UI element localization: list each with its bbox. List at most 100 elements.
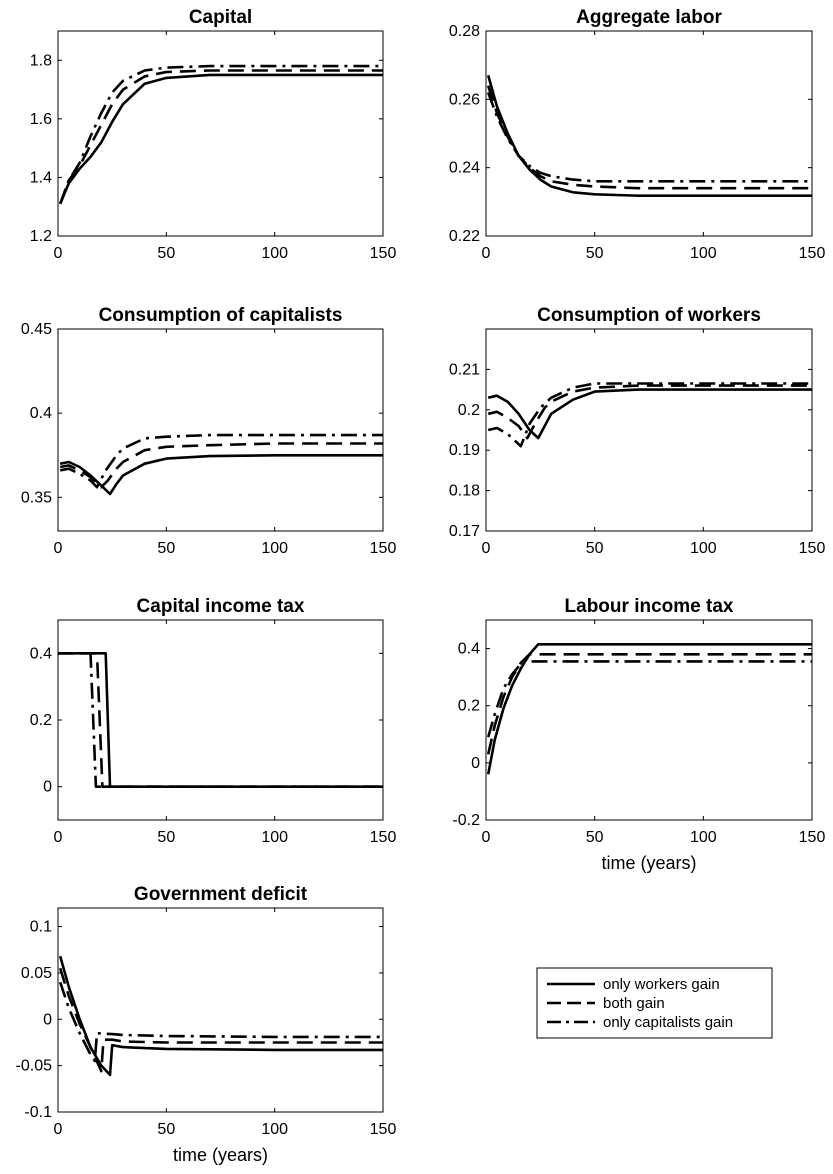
x-tick-label: 150: [799, 829, 826, 846]
y-tick-label: -0.05: [16, 1058, 53, 1075]
series-line-only-capitalists: [59, 433, 383, 489]
x-tick-label: 0: [54, 1121, 63, 1138]
axes-box: [485, 328, 813, 532]
chart-title: Government deficit: [134, 884, 308, 905]
x-tick-label: 100: [690, 245, 717, 262]
legend-label: only workers gain: [603, 976, 720, 993]
axes-box: [57, 907, 384, 1113]
chart-panel-1: Capital 0 50 100 150 1.2 1.4 1.6 1.8: [30, 7, 397, 262]
y-tick-label: 0.19: [449, 442, 480, 459]
x-tick-label: 0: [482, 245, 491, 262]
y-tick-label: 0: [43, 779, 52, 796]
x-tick-label: 100: [261, 829, 288, 846]
y-tick-label: 0.1: [30, 919, 52, 936]
x-tick-label: 150: [370, 540, 397, 557]
x-tick-label: 50: [157, 829, 175, 846]
x-tick-label: 50: [157, 245, 175, 262]
series-line-only-capitalists: [487, 382, 812, 448]
axes-box: [57, 328, 384, 532]
x-axis-label: time (years): [601, 853, 696, 873]
x-tick-label: 150: [799, 540, 826, 557]
y-tick-label: 1.2: [30, 228, 52, 245]
series-line-both: [58, 967, 383, 1073]
series-line-both: [487, 384, 812, 440]
y-tick-label: 0.05: [21, 965, 52, 982]
x-tick-label: 150: [370, 245, 397, 262]
chart-title: Consumption of capitalists: [99, 305, 343, 326]
series-line-only-workers: [486, 75, 812, 197]
series-line-both: [486, 85, 812, 190]
x-tick-label: 150: [799, 245, 826, 262]
y-tick-label: -0.2: [452, 812, 480, 829]
chart-panel-3: Consumption of capitalists 0 50 100 150 0.35 0…: [21, 305, 397, 557]
series-line-only-capitalists: [486, 92, 812, 183]
y-tick-label: 0.17: [449, 523, 480, 540]
x-tick-label: 100: [261, 1121, 288, 1138]
x-tick-label: 0: [54, 245, 63, 262]
series-line-only-workers: [58, 651, 383, 789]
legend: only workers gain both gain only capitalis…: [536, 967, 773, 1039]
y-tick-label: 0.35: [21, 489, 52, 506]
y-tick-label: 0.18: [449, 483, 480, 500]
y-tick-label: 1.8: [30, 52, 52, 69]
legend-label: only capitalists gain: [603, 1014, 733, 1031]
x-tick-label: 0: [54, 829, 63, 846]
x-axis-label: time (years): [173, 1145, 268, 1165]
y-tick-label: 0.24: [449, 160, 480, 177]
series-line-only-workers: [59, 73, 383, 205]
axes-box: [485, 619, 813, 821]
series-line-only-workers: [487, 388, 812, 440]
x-tick-label: 50: [586, 829, 604, 846]
series-line-both: [486, 652, 812, 755]
x-tick-label: 50: [157, 540, 175, 557]
y-tick-label: 0.4: [30, 645, 52, 662]
series-line-only-workers: [58, 955, 383, 1077]
chart-panel-4: Consumption of workers 0 50 100 150 0.17 0.18 0…: [449, 305, 826, 557]
chart-title: Capital income tax: [137, 596, 305, 617]
y-tick-label: 0.22: [449, 228, 480, 245]
legend-label: both gain: [603, 995, 665, 1012]
chart-title: Consumption of workers: [537, 305, 761, 326]
series-line-only-workers: [59, 453, 383, 496]
y-tick-label: 0.2: [30, 712, 52, 729]
x-tick-label: 0: [54, 540, 63, 557]
x-tick-label: 50: [157, 1121, 175, 1138]
y-tick-label: 0: [471, 755, 480, 772]
chart-title: Labour income tax: [565, 596, 734, 617]
y-tick-label: 1.4: [30, 169, 52, 186]
series-line-both: [59, 442, 383, 489]
x-tick-label: 0: [482, 540, 491, 557]
chart-panel-5: Capital income tax 0 50 100 150 0 0.2 0.4: [30, 596, 397, 846]
series-line-only-workers: [486, 642, 812, 775]
x-tick-label: 50: [586, 540, 604, 557]
x-tick-label: 50: [586, 245, 604, 262]
series-line-only-capitalists: [486, 660, 812, 738]
y-tick-label: 0.28: [449, 23, 480, 40]
y-tick-label: 0: [43, 1011, 52, 1028]
axes-box: [485, 30, 813, 237]
y-tick-label: 0.4: [458, 641, 480, 658]
y-tick-label: 1.6: [30, 111, 52, 128]
series-line-only-capitalists: [58, 64, 383, 205]
y-tick-label: 0.4: [30, 405, 52, 422]
x-tick-label: 100: [690, 540, 717, 557]
axes-box: [57, 30, 384, 237]
x-tick-label: 100: [261, 540, 288, 557]
y-tick-label: 0.21: [449, 361, 480, 378]
x-tick-label: 150: [370, 1121, 397, 1138]
x-tick-label: 150: [370, 829, 397, 846]
x-tick-label: 100: [690, 829, 717, 846]
chart-panel-7: Government deficit 0 50 100 150 -0.1 -0.05 0 0.0…: [16, 884, 397, 1165]
chart-title: Capital: [189, 7, 252, 28]
x-tick-label: 100: [261, 245, 288, 262]
chart-panel-2: Aggregate labor 0 50 100 150 0.22 0.24 0.26 0.28: [449, 7, 826, 262]
y-tick-label: -0.1: [24, 1104, 52, 1121]
y-tick-label: 0.2: [458, 698, 480, 715]
series-line-both: [58, 69, 383, 205]
y-tick-label: 0.26: [449, 91, 480, 108]
chart-title: Aggregate labor: [576, 7, 722, 28]
y-tick-label: 0.45: [21, 321, 52, 338]
series-line-only-capitalists: [58, 651, 383, 789]
